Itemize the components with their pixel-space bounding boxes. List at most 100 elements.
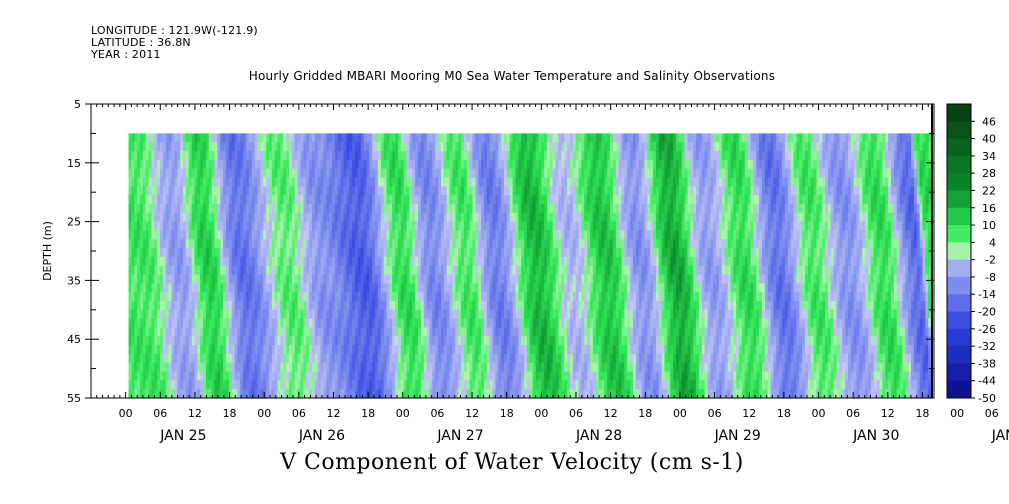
- heatmap-cell: [524, 318, 528, 329]
- heatmap-cell: [303, 318, 307, 329]
- heatmap-cell: [549, 159, 554, 170]
- heatmap-cell: [469, 256, 474, 267]
- heatmap-cell: [452, 292, 456, 302]
- heatmap-cell: [432, 195, 436, 205]
- heatmap-cell: [504, 142, 508, 152]
- heatmap-cell: [584, 177, 588, 187]
- heatmap-cell: [182, 274, 187, 284]
- heatmap-cell: [145, 177, 150, 187]
- heatmap-cell: [489, 371, 494, 381]
- heatmap-cell: [486, 362, 491, 373]
- heatmap-cell: [512, 345, 517, 355]
- heatmap-cell: [549, 318, 554, 329]
- heatmap-cell: [372, 300, 376, 311]
- heatmap-cell: [409, 168, 413, 179]
- heatmap-cell: [134, 371, 138, 381]
- heatmap-cell: [506, 309, 511, 320]
- heatmap-cell: [168, 380, 173, 390]
- heatmap-cell: [194, 142, 198, 152]
- heatmap-cell: [142, 248, 147, 258]
- heatmap-cell: [547, 248, 551, 258]
- heatmap-cell: [311, 265, 316, 276]
- heatmap-cell: [495, 177, 499, 187]
- heatmap-cell: [194, 292, 198, 302]
- heatmap-cell: [504, 283, 508, 293]
- heatmap-cell: [529, 203, 534, 214]
- heatmap-cell: [561, 362, 565, 373]
- heatmap-cell: [483, 256, 488, 267]
- heatmap-cell: [552, 292, 557, 302]
- heatmap-cell: [162, 345, 167, 355]
- heatmap-cell: [214, 318, 218, 329]
- heatmap-cell: [372, 345, 376, 355]
- heatmap-cell: [426, 159, 431, 170]
- heatmap-cell: [429, 327, 433, 337]
- heatmap-cell: [343, 389, 347, 399]
- heatmap-cell: [283, 309, 287, 320]
- heatmap-cell: [432, 353, 436, 364]
- heatmap-cell: [211, 362, 216, 373]
- heatmap-cell: [268, 389, 273, 399]
- heatmap-cell: [349, 142, 353, 152]
- heatmap-cell: [418, 292, 422, 302]
- heatmap-cell: [220, 353, 224, 364]
- heatmap-cell: [208, 353, 213, 364]
- heatmap-cell: [432, 221, 436, 232]
- heatmap-cell: [165, 300, 170, 311]
- heatmap-cell: [134, 353, 138, 364]
- heatmap-cell: [211, 256, 216, 267]
- heatmap-cell: [455, 265, 459, 276]
- heatmap-cell: [372, 239, 376, 249]
- heatmap-cell: [601, 159, 605, 170]
- heatmap-cell: [343, 371, 347, 381]
- heatmap-cell: [412, 292, 416, 302]
- heatmap-cell: [492, 309, 497, 320]
- heatmap-cell: [306, 168, 310, 179]
- heatmap-cell: [420, 309, 425, 320]
- heatmap-cell: [162, 168, 167, 179]
- heatmap-cell: [332, 186, 336, 196]
- heatmap-cell: [395, 265, 399, 276]
- heatmap-cell: [240, 362, 244, 373]
- heatmap-cell: [440, 230, 445, 240]
- heatmap-cell: [340, 248, 345, 258]
- heatmap-cell: [392, 203, 396, 214]
- heatmap-cell: [294, 318, 299, 329]
- heatmap-cell: [283, 353, 287, 364]
- heatmap-cell: [529, 186, 534, 196]
- heatmap-cell: [403, 362, 408, 373]
- heatmap-cell: [604, 186, 608, 196]
- heatmap-cell: [463, 371, 468, 381]
- heatmap-cell: [197, 142, 201, 152]
- heatmap-cell: [357, 133, 362, 143]
- heatmap-cell: [418, 221, 422, 232]
- heatmap-cell: [337, 230, 342, 240]
- heatmap-cell: [168, 186, 173, 196]
- heatmap-cell: [197, 327, 201, 337]
- heatmap-cell: [191, 327, 196, 337]
- heatmap-cell: [137, 353, 141, 364]
- heatmap-cell: [231, 186, 236, 196]
- heatmap-cell: [234, 300, 239, 311]
- heatmap-cell: [458, 230, 462, 240]
- heatmap-cell: [475, 221, 479, 232]
- heatmap-cell: [590, 327, 594, 337]
- heatmap-cell: [466, 256, 471, 267]
- heatmap-cell: [521, 168, 525, 179]
- heatmap-cell: [349, 309, 353, 320]
- heatmap-cell: [363, 248, 368, 258]
- heatmap-cell: [300, 300, 304, 311]
- heatmap-cell: [197, 168, 201, 179]
- heatmap-cell: [446, 309, 451, 320]
- heatmap-cell: [360, 318, 365, 329]
- heatmap-cell: [357, 336, 362, 346]
- heatmap-cell: [346, 327, 350, 337]
- heatmap-cell: [254, 318, 259, 329]
- heatmap-cell: [526, 353, 531, 364]
- heatmap-cell: [552, 159, 557, 170]
- heatmap-cell: [194, 327, 198, 337]
- heatmap-cell: [237, 212, 241, 223]
- heatmap-cell: [357, 274, 362, 284]
- heatmap-cell: [254, 195, 259, 205]
- heatmap-cell: [148, 318, 153, 329]
